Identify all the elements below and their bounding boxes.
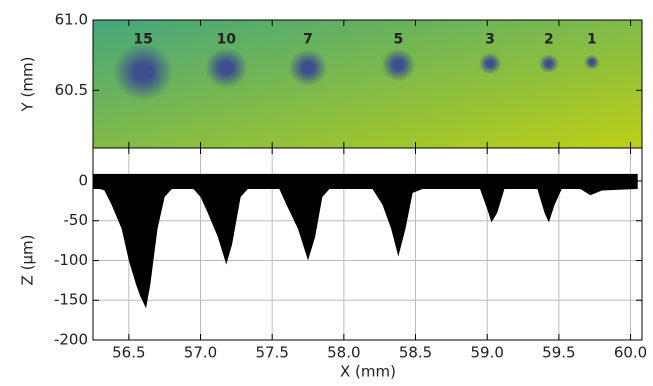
profile-area <box>93 174 638 308</box>
y-label: Z (µm) <box>19 235 37 286</box>
image-background <box>93 20 642 148</box>
spot <box>113 43 173 100</box>
y-tick-label: 0 <box>78 171 88 189</box>
y-tick-label: -50 <box>64 211 89 229</box>
x-label: X (mm) <box>340 363 396 381</box>
x-tick-label: 57.0 <box>184 344 217 362</box>
annotation: 15 <box>133 32 152 48</box>
x-tick-label: 58.0 <box>327 344 360 362</box>
y-tick-label: -150 <box>54 291 88 309</box>
spot <box>584 55 600 70</box>
x-tick-label: 59.5 <box>542 344 575 362</box>
figure: Y (mm) Z (µm) X (mm) 15 10 7 5 3 2 1 60.5 61.0 56… <box>0 0 653 382</box>
annotation: 1 <box>587 32 597 48</box>
annotation: 7 <box>303 32 313 48</box>
y-tick-label: -100 <box>54 251 88 269</box>
x-tick-label: 56.5 <box>112 344 145 362</box>
y-tick-label: 60.5 <box>55 81 88 99</box>
annotation: 5 <box>393 32 403 48</box>
spot <box>289 49 328 86</box>
y-label: Y (mm) <box>19 57 37 113</box>
annotation: 10 <box>217 32 237 48</box>
x-tick-label: 60.0 <box>614 344 647 362</box>
x-tick-label: 57.5 <box>255 344 288 362</box>
spot <box>381 49 415 82</box>
x-tick-label: 58.5 <box>399 344 432 362</box>
spot <box>539 54 559 73</box>
spot <box>205 47 248 88</box>
x-tick-label: 59.0 <box>470 344 503 362</box>
annotation: 2 <box>544 32 554 48</box>
y-tick-label: 61.0 <box>55 11 88 29</box>
spot <box>479 53 502 75</box>
y-tick-label: -200 <box>54 331 88 349</box>
annotation: 3 <box>485 32 495 48</box>
